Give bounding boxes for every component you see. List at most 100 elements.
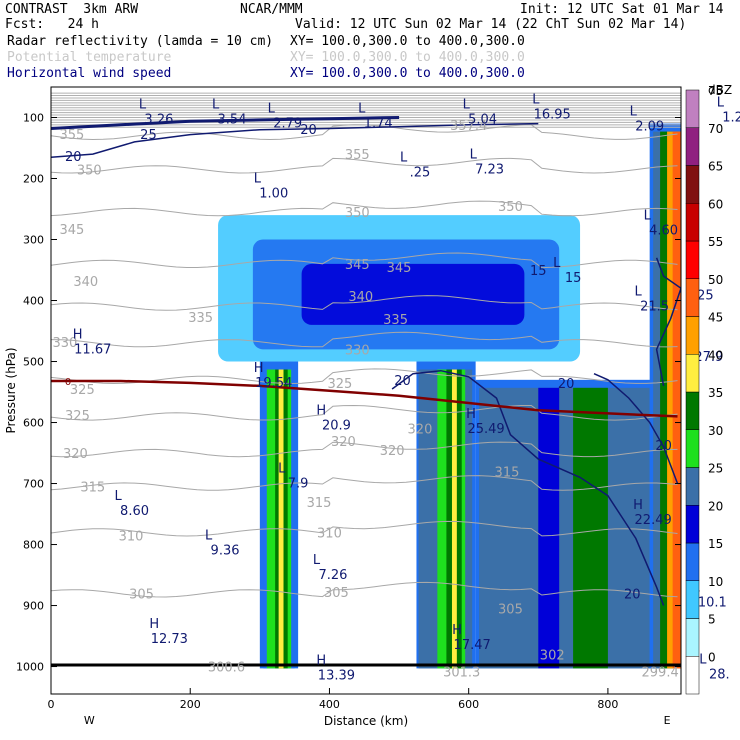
x-end-label-west: W bbox=[84, 714, 95, 727]
colorbar-swatch bbox=[685, 580, 700, 619]
extremum-type: H bbox=[149, 617, 159, 632]
extremum-type: L bbox=[532, 92, 540, 107]
extremum-value: 2.79 bbox=[273, 117, 302, 132]
x-end-label-east: E bbox=[664, 714, 671, 727]
colorbar-level: 5 bbox=[708, 613, 716, 627]
y-tick-label: 700 bbox=[23, 478, 44, 491]
extremum-value: 22.49 bbox=[635, 513, 672, 528]
extremum-value: 13.39 bbox=[318, 669, 355, 684]
x-axis-label: Distance (km) bbox=[324, 714, 408, 728]
colorbar-level: 60 bbox=[708, 197, 723, 211]
extremum-value: 3.54 bbox=[218, 112, 247, 127]
theta-label: 350 bbox=[345, 206, 370, 221]
extremum-value: 2.09 bbox=[635, 120, 664, 135]
extremum-value: 4.60 bbox=[649, 223, 678, 238]
wind-contour-25 bbox=[51, 116, 400, 130]
extremum-type: L bbox=[463, 97, 471, 112]
theta-label: 335 bbox=[188, 311, 213, 326]
extremum-value: 9.36 bbox=[211, 544, 240, 559]
y-axis-label: Pressure (hPa) bbox=[4, 347, 18, 433]
extremum-value: 16.95 bbox=[534, 107, 571, 122]
colorbar-level: 45 bbox=[708, 311, 723, 325]
colorbar-level: 20 bbox=[708, 499, 723, 513]
extremum-type: L bbox=[630, 105, 638, 120]
extremum-value: 1.74 bbox=[364, 117, 393, 132]
field-xy-theta: XY= 100.0,300.0 to 400.0,300.0 bbox=[290, 50, 525, 65]
wind-contour-20 bbox=[51, 122, 539, 158]
theta-contour bbox=[51, 124, 678, 141]
theta-label: 350 bbox=[77, 163, 102, 178]
reflectivity-anvil bbox=[301, 263, 525, 325]
theta-contour bbox=[51, 252, 678, 269]
extremum-value: 8.60 bbox=[120, 504, 149, 519]
wind-label: 25 bbox=[697, 288, 714, 303]
theta-label: 320 bbox=[408, 423, 433, 438]
extremum-value: 20.9 bbox=[322, 419, 351, 434]
extremum-type: L bbox=[553, 256, 561, 271]
extremum-type: L bbox=[358, 102, 366, 117]
reflectivity-core bbox=[538, 387, 560, 669]
extremum-type: L bbox=[635, 285, 643, 300]
reflectivity-core bbox=[672, 131, 681, 669]
y-tick-label: 400 bbox=[23, 295, 44, 308]
colorbar-swatch bbox=[685, 127, 700, 166]
x-tick-label: 400 bbox=[319, 698, 340, 711]
theta-label: 315 bbox=[80, 481, 105, 496]
colorbar-swatch bbox=[685, 542, 700, 581]
field-label-wind: Horizontal wind speed bbox=[7, 66, 172, 81]
colorbar-swatch bbox=[685, 505, 700, 544]
reflectivity-core bbox=[278, 369, 284, 669]
reflectivity-core bbox=[573, 387, 608, 669]
theta-label: 325 bbox=[70, 383, 95, 398]
theta-label: 305 bbox=[129, 587, 154, 602]
extremum-value: .25 bbox=[410, 165, 431, 180]
theta-label: 320 bbox=[380, 444, 405, 459]
extremum-type: H bbox=[316, 404, 326, 419]
x-tick-label: 200 bbox=[180, 698, 201, 711]
extremum-type: H bbox=[316, 654, 326, 669]
theta-contour bbox=[51, 441, 678, 458]
reflectivity-core bbox=[479, 387, 650, 669]
theta-contour bbox=[51, 200, 678, 217]
theta-contour bbox=[51, 157, 678, 174]
theta-label: 300.6 bbox=[208, 661, 245, 676]
colorbar-level: 40 bbox=[708, 348, 723, 362]
extremum-type: L bbox=[139, 97, 147, 112]
freezing-level-line bbox=[51, 379, 678, 418]
field-label-theta: Potential temperature bbox=[7, 50, 172, 65]
colorbar-swatch bbox=[685, 656, 700, 695]
theta-label: 315 bbox=[495, 465, 520, 480]
extremum-type: H bbox=[254, 361, 264, 376]
wind-label: 20 bbox=[394, 374, 411, 389]
extremum-type: H bbox=[633, 498, 643, 513]
theta-contour bbox=[51, 368, 678, 385]
theta-label: 310 bbox=[119, 529, 144, 544]
header-init-time: Init: 12 UTC Sat 01 Mar 14 bbox=[520, 2, 724, 17]
colorbar-swatch bbox=[685, 618, 700, 657]
extremum-type: L bbox=[254, 172, 262, 187]
theta-contour bbox=[51, 331, 678, 348]
y-tick-label: 800 bbox=[23, 539, 44, 552]
extremum-value: 5.04 bbox=[468, 112, 497, 127]
extremum-type: L bbox=[115, 489, 123, 504]
colorbar-swatch bbox=[685, 391, 700, 430]
theta-label: 299.4 bbox=[642, 665, 679, 680]
extremum-value: 1.00 bbox=[259, 187, 288, 202]
theta-contour bbox=[51, 520, 678, 537]
field-label-reflectivity: Radar reflectivity (lamda = 10 cm) bbox=[7, 34, 274, 49]
theta-label: 335 bbox=[383, 313, 408, 328]
colorbar-swatch bbox=[685, 316, 700, 355]
theta-label: 310 bbox=[317, 526, 342, 541]
extremum-type: L bbox=[268, 102, 276, 117]
colorbar-level: 70 bbox=[708, 122, 723, 136]
field-xy-reflectivity: XY= 100.0,300.0 to 400.0,300.0 bbox=[290, 34, 525, 49]
theta-label: 340 bbox=[73, 275, 98, 290]
extremum-type: L bbox=[313, 553, 321, 568]
y-tick-label: 200 bbox=[23, 173, 44, 186]
extremum-value: 15 bbox=[565, 271, 582, 286]
extremum-value: 12.73 bbox=[151, 632, 188, 647]
theta-label: 340 bbox=[348, 290, 373, 305]
theta-label: 301.3 bbox=[443, 665, 480, 680]
extremum-value: 3.26 bbox=[144, 112, 173, 127]
colorbar-swatch bbox=[685, 89, 700, 128]
